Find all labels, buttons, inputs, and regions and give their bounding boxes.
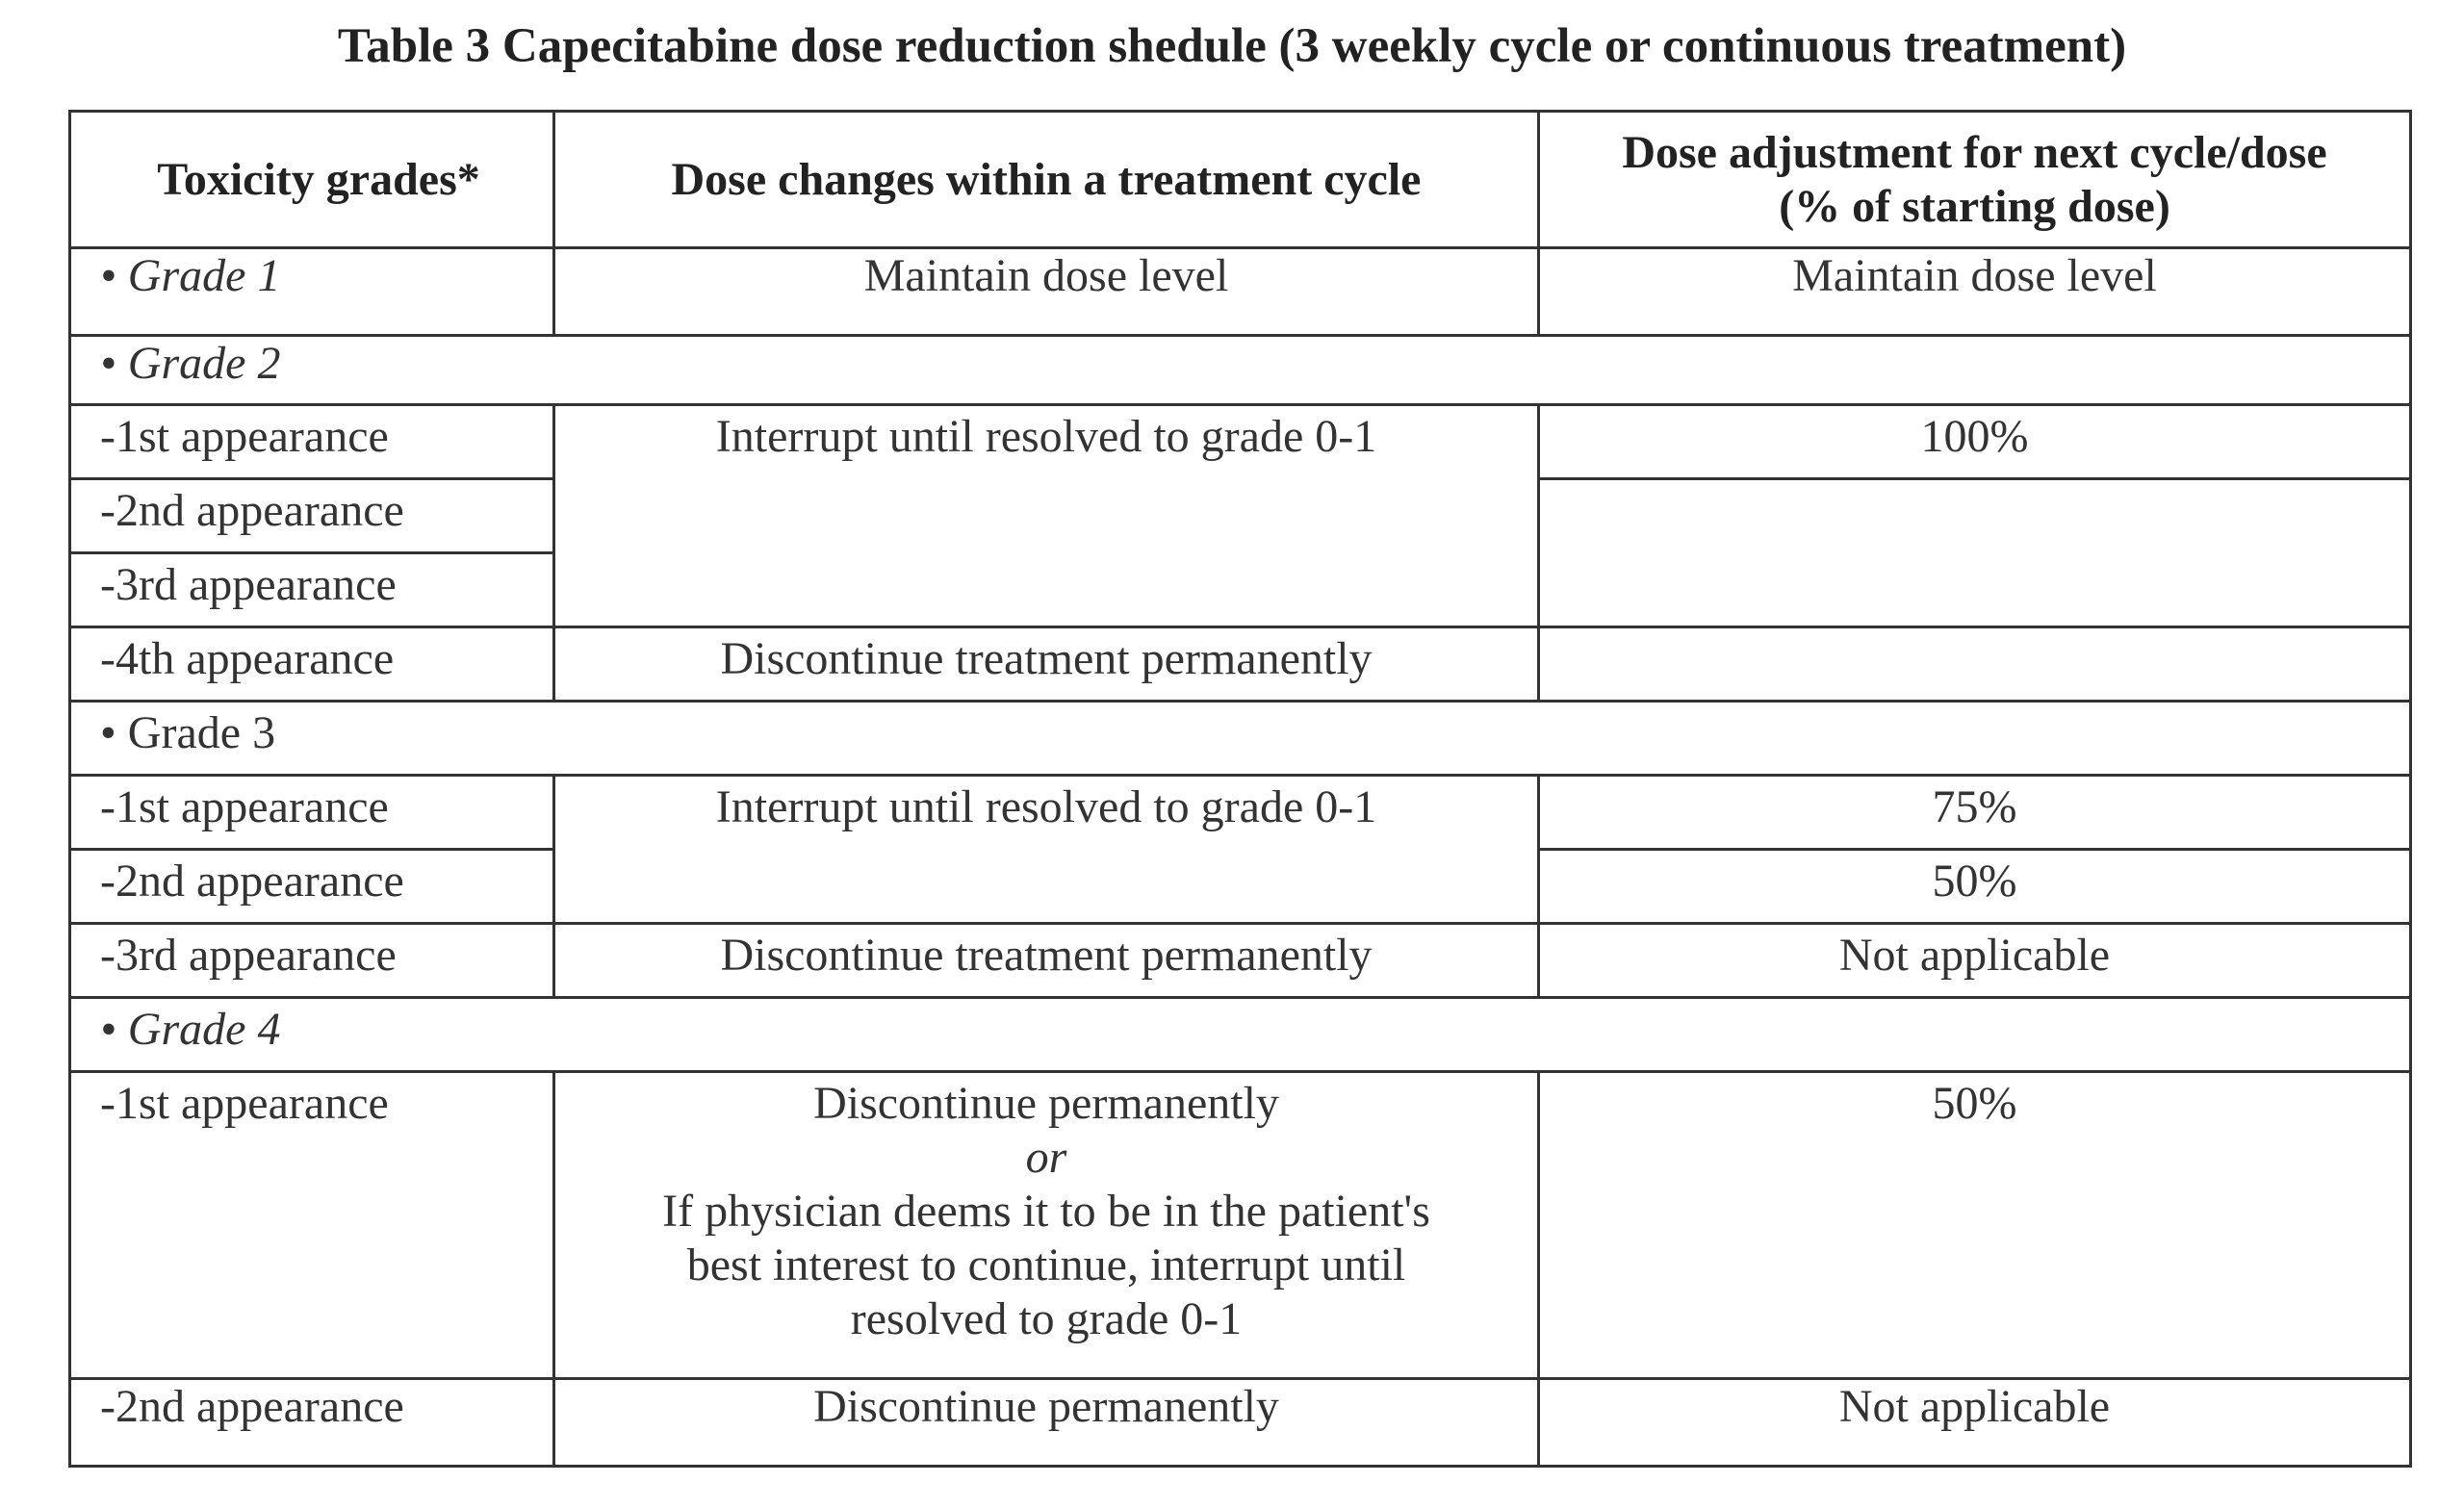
table-row: -2nd appearance (68, 477, 2412, 628)
header-dose-adjustment: Dose adjustment for next cycle/dose (% o… (1537, 110, 2412, 249)
grade-4-appearance-2: -2nd appearance (68, 1377, 555, 1468)
dose-reduction-table: Toxicity grades* Dose changes within a t… (68, 110, 2412, 1468)
header-dose-changes: Dose changes within a treatment cycle (552, 110, 1540, 249)
table-row: -1st appearance Discontinue permanently … (68, 1070, 2412, 1380)
grade-4-within-line-1: Discontinue permanently (813, 1078, 1279, 1129)
grade-2-appearance-4: -4th appearance (68, 626, 555, 703)
grade-3-within-cycle-interrupt: Interrupt until resolved to grade 0-1 (552, 774, 1540, 925)
grade-3-within-cycle-3: Discontinue treatment permanently (552, 922, 1540, 999)
grade-4-within-or: or (1025, 1132, 1067, 1183)
grade-4-next-cycle-2: Not applicable (1537, 1377, 2412, 1468)
grade-3-next-cycle-3: Not applicable (1537, 922, 2412, 999)
table-row: • Grade 3 (68, 700, 2412, 777)
grade-1-label: • Grade 1 (68, 246, 555, 337)
grade-2-appearance-2: -2nd appearance (68, 477, 555, 554)
grade-3-next-cycle-1: 75% (1537, 774, 2412, 851)
grade-4-within-cycle-2: Discontinue permanently (552, 1377, 1540, 1468)
table-row: -3rd appearance (68, 551, 2411, 628)
table-caption: Table 3 Capecitabine dose reduction shed… (337, 19, 2127, 73)
grade-3-appearance-2: -2nd appearance (68, 848, 555, 925)
grade-4-appearance-1: -1st appearance (68, 1070, 555, 1380)
grade-2-label: • Grade 2 (68, 334, 2412, 406)
table-header-row: Toxicity grades* Dose changes within a t… (68, 110, 2412, 249)
grade-4-within-line-2: If physician deems it to be in the patie… (662, 1186, 1430, 1237)
grade-4-within-line-4: resolved to grade 0-1 (850, 1293, 1243, 1344)
grade-2-within-cycle-interrupt: Interrupt until resolved to grade 0-1 (552, 403, 1540, 628)
table-row: • Grade 4 (68, 996, 2412, 1073)
grade-4-next-cycle-1: 50% (1537, 1070, 2412, 1380)
grade-2-within-cycle-4: Discontinue treatment permanently (552, 626, 1540, 703)
table-row: -2nd appearance 50% (68, 848, 2412, 925)
table-row: -1st appearance Interrupt until resolved… (68, 403, 2412, 628)
table-row: -3rd appearance Discontinue treatment pe… (68, 922, 2412, 999)
grade-2-appearance-1: -1st appearance (68, 403, 555, 480)
grade-2-appearance-3: -3rd appearance (68, 551, 555, 628)
table-row: -2nd appearance Discontinue permanently … (68, 1377, 2412, 1468)
grade-2-next-cycle-2 (1537, 477, 2412, 628)
grade-2-next-cycle-1: 100% (1537, 403, 2412, 480)
grade-4-label: • Grade 4 (68, 996, 2412, 1073)
table-row: -1st appearance Interrupt until resolved… (68, 774, 2412, 925)
table-row: • Grade 1 Maintain dose level Maintain d… (68, 246, 2412, 337)
header-toxicity-grades: Toxicity grades* (68, 110, 555, 249)
table-row: • Grade 2 (68, 334, 2412, 406)
grade-3-appearance-3: -3rd appearance (68, 922, 555, 999)
grade-3-next-cycle-2: 50% (1537, 848, 2412, 925)
grade-3-appearance-1: -1st appearance (68, 774, 555, 851)
table-row: -4th appearance Discontinue treatment pe… (68, 626, 2412, 703)
grade-4-within-cycle-1: Discontinue permanently or If physician … (552, 1070, 1540, 1380)
grade-1-next-cycle: Maintain dose level (1537, 246, 2412, 337)
grade-1-within-cycle: Maintain dose level (552, 246, 1540, 337)
grade-3-label: • Grade 3 (68, 700, 2412, 777)
grade-4-within-line-3: best interest to continue, interrupt unt… (686, 1240, 1406, 1291)
grade-2-next-cycle-4 (1537, 626, 2412, 703)
